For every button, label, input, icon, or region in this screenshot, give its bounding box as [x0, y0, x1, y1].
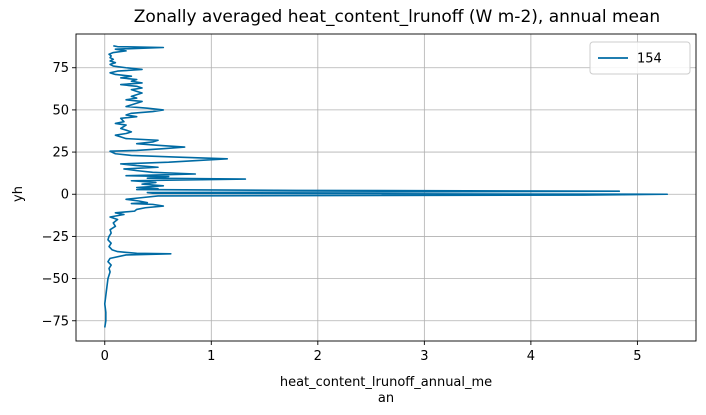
- x-tick-label: 0: [101, 349, 109, 364]
- y-axis: −75 −50 −25 0 25 50 75: [42, 61, 76, 329]
- legend-box: [589, 41, 691, 75]
- x-tick-label: 2: [314, 349, 322, 364]
- plot-frame: [75, 33, 697, 342]
- y-tick-label: 50: [52, 103, 69, 118]
- chart-title: Zonally averaged heat_content_lrunoff (W…: [134, 7, 660, 27]
- x-axis-label-line-1: heat_content_lrunoff_annual_me: [280, 375, 492, 390]
- x-tick-label: 3: [420, 349, 428, 364]
- series-layer: [103, 45, 669, 328]
- grid-lines: [76, 34, 696, 341]
- x-tick-label: 5: [633, 349, 641, 364]
- series-line: [103, 45, 669, 328]
- legend: 154: [589, 41, 691, 75]
- y-tick-label: 75: [52, 61, 69, 76]
- y-tick-label: 0: [61, 188, 69, 203]
- x-axis-label-line-2: an: [378, 391, 394, 406]
- y-tick-label: 25: [52, 146, 69, 161]
- y-tick-label: −25: [42, 230, 69, 245]
- legend-label: 154: [637, 52, 662, 67]
- x-tick-label: 1: [207, 349, 215, 364]
- y-axis-label: yh: [11, 186, 26, 202]
- x-axis: 0 1 2 3 4 5: [101, 341, 642, 364]
- y-tick-label: −50: [42, 272, 69, 287]
- x-tick-label: 4: [527, 349, 535, 364]
- y-tick-label: −75: [42, 314, 69, 329]
